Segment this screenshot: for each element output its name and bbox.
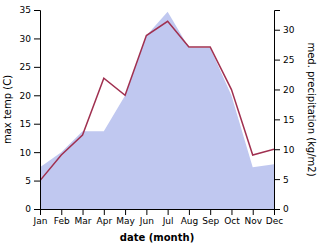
y-tick-label: 35 [20,5,31,15]
y2-tick: 25 [274,55,294,65]
y-tick-mark [34,209,40,210]
x-tick: Apr [97,209,113,226]
y2-tick-mark [274,60,280,61]
y-tick-mark [34,67,40,68]
y-tick-mark [34,38,40,39]
y-axis-title: max temp (C) [2,75,13,144]
x-axis: Jan Feb Mar AprMay Jun Jul AugSep Oct Nov Dec [33,209,284,226]
x-tick-label: Dec [266,216,283,226]
x-tick-label: Aug [181,216,199,226]
x-tick-mark [253,209,254,215]
y2-tick-label: 30 [283,25,295,35]
y-tick-mark [34,181,40,182]
y2-axis-title: med. precipitation (kg/m2) [306,42,317,176]
y2-axis-line [275,11,281,210]
y2-tick-label: 25 [283,55,294,65]
y2-tick: 5 [274,175,289,185]
y-tick-label: 5 [25,176,31,186]
y-tick-mark [34,95,40,96]
x-tick: Oct [224,209,240,226]
x-tick-label: Jul [162,216,174,226]
y2-tick-mark [274,119,280,120]
y2-tick-label: 20 [283,85,295,95]
x-axis-title: date (month) [120,232,194,243]
plot-area [40,12,274,209]
y2-tick-label: 0 [283,204,289,214]
x-tick: Jan [33,209,48,226]
y2-tick-mark [274,89,280,90]
y-tick-label: 30 [20,34,32,44]
y-tick: 20 [20,91,40,101]
y2-tick-label: 10 [283,145,295,155]
x-tick: Jul [162,209,174,226]
x-tick-label: Nov [244,216,262,226]
y2-tick-mark [274,179,280,180]
y-tick: 25 [20,62,40,72]
x-tick-mark [83,209,84,215]
y-tick-mark [34,152,40,153]
x-tick: Mar [75,209,92,226]
x-tick-mark [61,209,62,215]
x-tick-label: Jan [33,216,48,226]
x-tick-mark [210,209,211,215]
y-tick-label: 15 [20,119,31,129]
x-tick: Nov [244,209,262,226]
x-tick-label: Apr [97,216,113,226]
y2-tick-mark [274,209,280,210]
x-axis-line [41,210,275,216]
chart: JanFebMarAprMayJunJulAugSepOctNovDec0510… [0,0,318,247]
x-tick-label: May [116,216,135,226]
y-tick-label: 25 [20,62,31,72]
y2-tick: 30 [274,25,295,35]
y-tick-label: 10 [20,148,32,158]
y2-tick-mark [274,149,280,150]
y2-tick: 20 [274,85,295,95]
x-tick-label: Feb [54,216,70,226]
x-tick-label: Oct [224,216,240,226]
x-tick-mark [231,209,232,215]
x-tick-label: Jun [139,216,154,226]
y-tick: 15 [20,119,40,129]
x-tick-mark [104,209,105,215]
x-tick-label: Sep [202,216,219,226]
y-tick: 35 [20,5,40,15]
x-tick: Sep [202,209,219,226]
y-tick: 30 [20,34,40,44]
plot-root: JanFebMarAprMayJunJulAugSepOctNovDec0510… [20,5,295,226]
y2-tick: 0 [274,204,289,214]
x-tick: Aug [181,209,199,226]
x-tick-label: Mar [75,216,92,226]
y2-tick-label: 5 [283,175,289,185]
y2-tick: 15 [274,115,294,125]
y-axis-line [34,11,41,210]
x-tick: Feb [54,209,70,226]
y-tick: 5 [25,176,40,186]
x-tick-mark [168,209,169,215]
x-tick: Dec [266,209,283,226]
x-tick: May [116,209,135,226]
y-tick-label: 0 [25,204,31,214]
temperature-line [40,21,274,180]
x-tick-mark [125,209,126,215]
x-tick-mark [146,209,147,215]
y-axis: 0 5 10 15 20 25 30 35 [20,5,41,214]
y-tick-mark [34,124,40,125]
y-tick: 10 [20,148,40,158]
x-tick-mark [189,209,190,215]
x-tick: Jun [139,209,154,226]
y2-axis: 0 5 10 15 20 25 30 [274,11,295,215]
y-tick: 0 [25,204,40,214]
y2-tick-label: 15 [283,115,294,125]
y-tick-mark [34,10,40,11]
y2-tick: 10 [274,145,295,155]
y2-tick-mark [274,30,280,31]
y-tick-label: 20 [20,91,32,101]
precipitation-area [40,12,274,209]
